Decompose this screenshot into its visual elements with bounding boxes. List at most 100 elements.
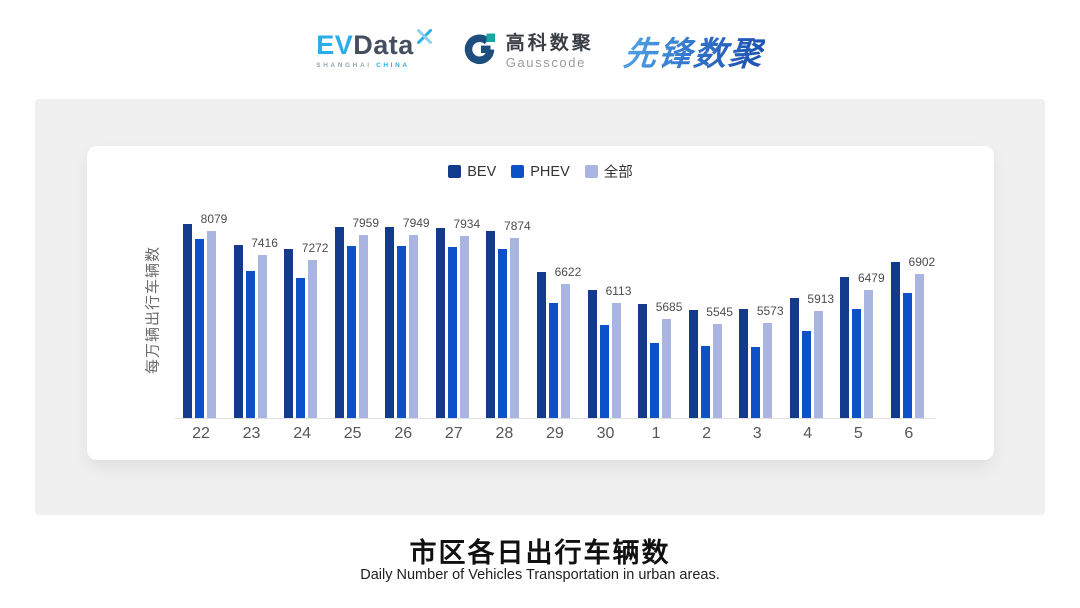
bar-全部-1[interactable] — [662, 319, 672, 418]
x-tick-4: 4 — [803, 425, 813, 442]
x-tick-27: 27 — [444, 425, 463, 442]
value-label-27: 7934 — [453, 217, 481, 231]
bar-PHEV-27[interactable] — [447, 247, 457, 418]
gausscode-logo-en: Gausscode — [505, 54, 586, 70]
bar-BEV-3[interactable] — [739, 309, 749, 418]
chart-panel: BEV PHEV 全部 每万辆出行车辆数 8079 7416 7272 7959 7949 7… — [35, 99, 1045, 515]
bar-BEV-23[interactable] — [233, 245, 243, 418]
value-label-1: 5685 — [655, 300, 683, 314]
x-tick-6: 6 — [904, 425, 914, 442]
bar-全部-23[interactable] — [257, 255, 267, 418]
bar-group-28: 7874 — [486, 219, 531, 418]
xianfeng-logo: 先锋数聚 — [621, 27, 766, 75]
bar-PHEV-23[interactable] — [245, 271, 255, 418]
bar-BEV-22[interactable] — [183, 224, 192, 418]
bar-group-6: 6902 — [890, 255, 935, 418]
bar-group-26: 7949 — [385, 216, 430, 418]
value-label-24: 7272 — [301, 241, 329, 255]
bar-BEV-1[interactable] — [638, 304, 648, 418]
gausscode-logo-cn: 高科数聚 — [505, 32, 594, 54]
bar-BEV-4[interactable] — [789, 298, 799, 418]
bar-PHEV-4[interactable] — [801, 331, 811, 418]
bar-全部-24[interactable] — [308, 260, 318, 418]
bar-BEV-2[interactable] — [688, 310, 698, 418]
bar-BEV-26[interactable] — [385, 227, 395, 418]
bar-PHEV-25[interactable] — [346, 246, 356, 418]
bar-全部-26[interactable] — [409, 235, 419, 418]
bar-全部-4[interactable] — [813, 311, 823, 418]
bar-BEV-29[interactable] — [536, 272, 546, 418]
value-label-25: 7959 — [352, 216, 380, 230]
bar-PHEV-26[interactable] — [397, 246, 407, 418]
bar-BEV-28[interactable] — [486, 231, 496, 418]
evdata-sub-china: CHINA — [376, 62, 410, 70]
bar-全部-28[interactable] — [510, 238, 520, 418]
bar-全部-5[interactable] — [864, 290, 874, 418]
bar-group-3: 5573 — [739, 304, 784, 418]
bar-BEV-27[interactable] — [435, 228, 445, 418]
bar-BEV-24[interactable] — [284, 249, 294, 418]
value-label-29: 6622 — [554, 265, 582, 279]
value-label-5: 6479 — [857, 271, 885, 285]
bar-全部-27[interactable] — [459, 236, 469, 418]
evdata-sub-shanghai: SHANGHAI — [316, 62, 372, 70]
x-tick-22: 22 — [192, 425, 210, 442]
x-tick-24: 24 — [293, 425, 312, 442]
bar-BEV-6[interactable] — [890, 262, 900, 418]
evdata-logo-data: Data — [353, 30, 414, 61]
evdata-logo-subtext: SHANGHAI CHINA — [316, 63, 433, 70]
value-label-22: 8079 — [200, 212, 228, 226]
bar-PHEV-5[interactable] — [852, 309, 862, 418]
header-logo-row: EV Data SHANGHAI CHINA 高科数聚 Ga — [0, 18, 1080, 84]
x-tick-29: 29 — [546, 425, 564, 442]
legend-swatch-BEV — [448, 165, 462, 178]
plot-area: 8079 7416 7272 7959 7949 7934 7874 6622 6113 5685… — [175, 146, 935, 419]
bar-BEV-30[interactable] — [587, 290, 597, 418]
value-label-2: 5545 — [706, 305, 733, 319]
legend-item-全部[interactable]: 全部 — [584, 161, 633, 182]
value-label-23: 7416 — [251, 236, 278, 250]
x-tick-30: 30 — [596, 425, 615, 442]
bar-BEV-5[interactable] — [840, 277, 850, 418]
x-axis-labels: 22 23 24 25 26 27 28 29 30 1 2 3 4 5 6 — [175, 425, 935, 443]
bar-PHEV-3[interactable] — [751, 347, 761, 418]
value-label-28: 7874 — [504, 219, 531, 233]
value-label-6: 6902 — [908, 255, 936, 269]
legend-item-PHEV[interactable]: PHEV — [511, 164, 570, 180]
bar-group-5: 6479 — [840, 271, 885, 418]
bar-全部-25[interactable] — [358, 235, 368, 418]
chart-title: 市区各日出行车辆数 — [409, 538, 671, 568]
bar-全部-2[interactable] — [712, 324, 722, 418]
value-label-3: 5573 — [756, 304, 784, 318]
chart-card: BEV PHEV 全部 每万辆出行车辆数 8079 7416 7272 7959 7949 7… — [87, 146, 994, 460]
bar-PHEV-1[interactable] — [650, 343, 660, 418]
bar-PHEV-2[interactable] — [700, 346, 710, 418]
evdata-logo-ev: EV — [316, 30, 354, 61]
bar-PHEV-30[interactable] — [599, 325, 609, 418]
bar-全部-30[interactable] — [611, 303, 621, 418]
x-tick-3: 3 — [752, 425, 762, 442]
bar-PHEV-28[interactable] — [498, 249, 508, 418]
bar-PHEV-6[interactable] — [902, 293, 912, 418]
x-tick-5: 5 — [853, 425, 863, 442]
bar-group-22: 8079 — [183, 212, 227, 418]
legend-label-BEV: BEV — [467, 163, 497, 180]
bar-全部-6[interactable] — [914, 274, 924, 418]
bar-全部-29[interactable] — [560, 284, 570, 418]
bar-group-2: 5545 — [688, 305, 733, 418]
bar-group-23: 7416 — [233, 236, 278, 418]
bar-PHEV-29[interactable] — [548, 303, 558, 418]
bar-group-30: 6113 — [587, 284, 631, 418]
bar-全部-3[interactable] — [763, 323, 773, 418]
bar-BEV-25[interactable] — [334, 227, 344, 418]
legend-item-BEV[interactable]: BEV — [448, 164, 496, 180]
bar-PHEV-22[interactable] — [195, 239, 204, 418]
bar-全部-22[interactable] — [207, 231, 216, 418]
chart-legend: BEV PHEV 全部 — [87, 161, 994, 182]
x-tick-28: 28 — [495, 425, 514, 442]
x-tick-23: 23 — [242, 425, 261, 442]
evdata-logo: EV Data SHANGHAI CHINA — [316, 29, 433, 70]
bar-PHEV-24[interactable] — [296, 278, 306, 418]
legend-label-全部: 全部 — [603, 165, 633, 181]
bar-group-25: 7959 — [334, 216, 379, 418]
